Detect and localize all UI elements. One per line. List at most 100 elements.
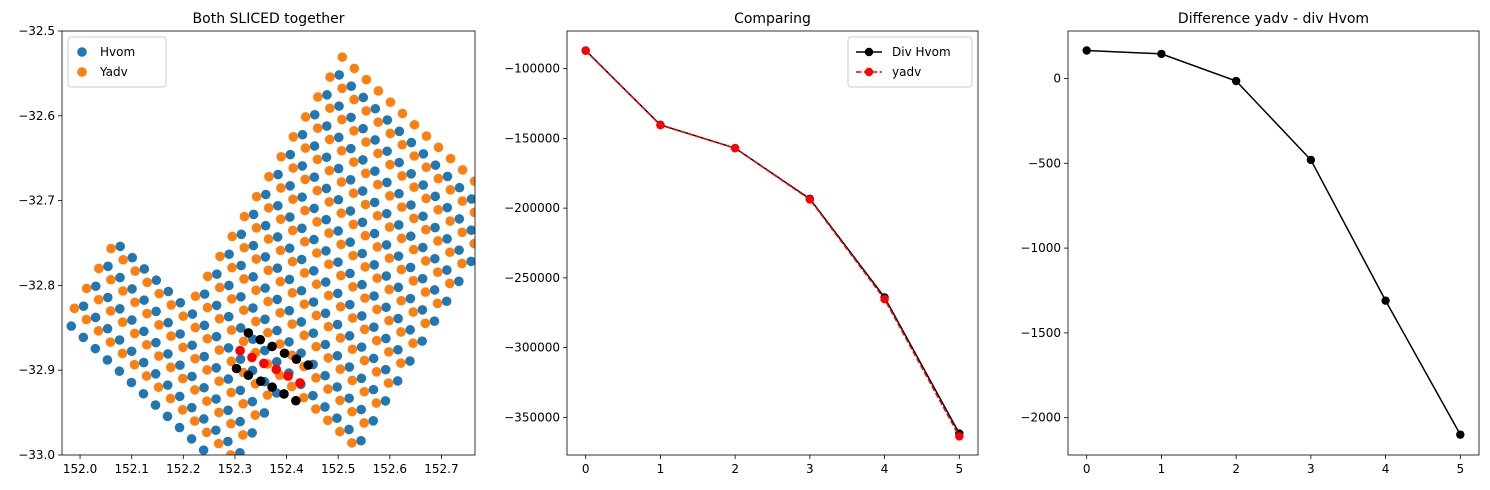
point-hvom — [198, 445, 209, 455]
point-hvom — [236, 260, 246, 271]
point-yadv — [311, 373, 321, 383]
point-yadv — [263, 296, 273, 307]
point-hvom — [405, 325, 415, 335]
point-yadv — [238, 336, 249, 347]
series-point — [1231, 76, 1241, 86]
axes-frame — [61, 30, 476, 456]
point-yadv — [106, 274, 116, 285]
point-yadv — [166, 331, 176, 341]
point-yadv — [313, 92, 323, 102]
point-hvom — [187, 309, 198, 319]
point-yadv — [349, 126, 359, 136]
point-yadv — [324, 165, 335, 176]
point-hvom — [333, 226, 343, 236]
point-hvom — [115, 272, 125, 283]
point-yadv — [457, 196, 468, 206]
point-yadv — [349, 63, 360, 74]
point-hvom — [466, 225, 475, 235]
point-hvom — [175, 329, 185, 339]
point-yadv — [190, 353, 200, 364]
x-tick-label: 2 — [731, 462, 739, 476]
point-hvom — [309, 172, 320, 182]
point-yadv — [226, 418, 236, 429]
point-hvom — [78, 301, 89, 311]
point-hvom — [90, 343, 101, 354]
point-hvom — [491, 217, 501, 227]
point-hvom — [345, 206, 356, 216]
point-yadv — [178, 373, 188, 384]
point-yadv — [153, 382, 164, 393]
point-hvom — [393, 251, 404, 261]
point-yadv — [81, 283, 92, 294]
point-hvom — [334, 132, 344, 143]
point-hvom — [212, 269, 222, 280]
point-yadv — [106, 243, 116, 254]
point-hvom — [102, 292, 113, 303]
point-hvom — [357, 279, 367, 290]
point-hvom — [163, 317, 173, 328]
point-hvom — [321, 246, 331, 256]
point-hvom — [381, 240, 392, 250]
point-yadv — [336, 270, 346, 281]
point-hvom — [297, 223, 307, 234]
point-yadv — [226, 325, 237, 335]
point-yadv — [384, 253, 395, 264]
point-hvom — [187, 340, 197, 351]
point-hvom — [346, 112, 356, 123]
point-yadv — [336, 239, 346, 250]
point-hvom — [320, 370, 330, 381]
x-tick-label: 152.1 — [115, 462, 149, 476]
point-yadv — [202, 271, 213, 282]
point-hvom — [78, 332, 89, 343]
point-hvom — [418, 149, 429, 159]
point-yadv — [373, 86, 384, 96]
y-tick-label: −500 — [1028, 156, 1061, 170]
y-tick-label: −2000 — [1020, 411, 1061, 425]
point-yadv — [117, 348, 128, 359]
point-hvom — [285, 181, 295, 191]
chart-title: Comparing — [734, 11, 811, 27]
point-hvom — [175, 297, 186, 308]
point-yadv — [142, 277, 152, 288]
point-yadv — [337, 52, 348, 62]
point-yadv — [408, 244, 419, 255]
point-hvom — [454, 182, 465, 193]
point-yadv — [227, 262, 237, 273]
point-yadv — [409, 182, 419, 193]
point-yadv — [286, 381, 297, 392]
point-yadv — [226, 387, 236, 398]
point-yadv — [202, 365, 212, 375]
point-yadv — [337, 114, 347, 125]
point-yadv — [275, 307, 285, 318]
point-hvom — [369, 228, 380, 239]
point-hvom — [344, 331, 355, 341]
x-tick-label: 4 — [881, 462, 889, 476]
point-hvom — [479, 205, 489, 215]
series-yadv — [69, 52, 475, 455]
point-yadv — [251, 316, 261, 327]
point-yadv — [81, 314, 92, 325]
point-yadv — [177, 405, 188, 415]
point-hvom — [259, 345, 270, 356]
point-hvom — [370, 103, 381, 114]
point-yadv — [397, 171, 407, 181]
point-yadv — [214, 345, 225, 355]
point-yadv — [348, 282, 358, 292]
point-yadv — [336, 208, 347, 218]
point-yadv — [457, 227, 467, 238]
y-tick-label: −32.7 — [18, 194, 55, 208]
point-hvom — [150, 400, 161, 410]
point-hvom — [441, 296, 452, 307]
highlight-point — [267, 341, 277, 352]
point-yadv — [385, 128, 396, 139]
point-hvom — [454, 214, 465, 224]
point-hvom — [211, 300, 222, 311]
point-hvom — [284, 274, 295, 285]
point-hvom — [114, 335, 125, 345]
legend-label: Div Hvom — [892, 45, 951, 59]
point-hvom — [320, 402, 330, 412]
point-yadv — [251, 254, 262, 264]
series-point — [1381, 296, 1390, 305]
highlight-point — [303, 360, 314, 370]
point-hvom — [260, 314, 270, 325]
